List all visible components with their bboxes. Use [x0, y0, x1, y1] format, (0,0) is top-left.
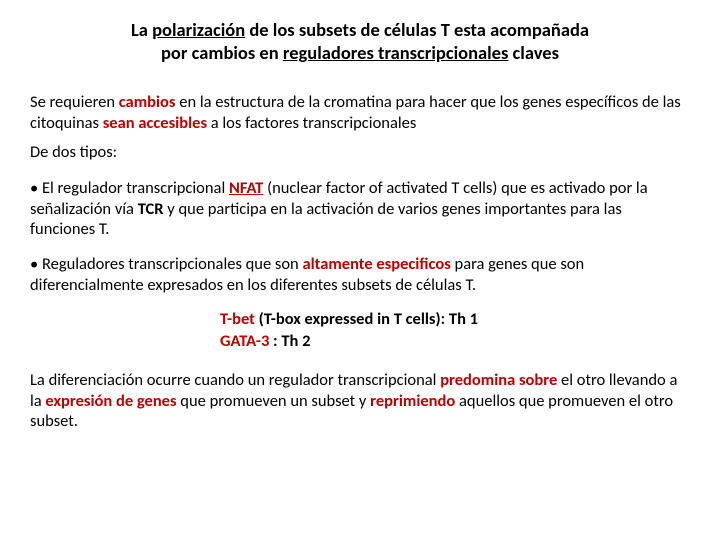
- keyword-accesibles: sean accesibles: [103, 113, 207, 133]
- text: De dos tipos:: [30, 142, 117, 162]
- title-text: de los subsets de células T esta acompañ…: [245, 18, 589, 41]
- text: a los factores transcripcionales: [207, 113, 416, 133]
- title-text: claves: [508, 41, 559, 64]
- bullet-marker: •: [30, 178, 42, 198]
- keyword-tcr: TCR: [138, 199, 164, 219]
- slide-title: La polarización de los subsets de célula…: [30, 18, 690, 64]
- keyword-nfat: NFAT: [229, 178, 263, 198]
- text: La diferenciación ocurre cuando un regul…: [30, 370, 440, 390]
- text: que promueven un subset y: [177, 391, 371, 411]
- paragraph-differentiation: La diferenciación ocurre cuando un regul…: [30, 370, 690, 432]
- bullet-marker: •: [30, 254, 42, 274]
- title-text: La: [131, 18, 152, 41]
- keyword-cambios: cambios: [119, 92, 176, 112]
- keyword-expresion: expresión de genes: [45, 391, 176, 411]
- keyword-altamente-especificos: altamente especificos: [302, 254, 450, 274]
- keyword-reprimiendo: reprimiendo: [370, 391, 455, 411]
- title-keyword-2: reguladores transcripcionales: [283, 41, 509, 64]
- title-keyword-1: polarización: [152, 18, 245, 41]
- keyword-predomina: predomina sobre: [440, 370, 557, 390]
- tf-gata3-desc: : Th 2: [269, 331, 310, 351]
- text: Se requieren: [30, 92, 119, 112]
- paragraph-two-types: De dos tipos:: [30, 142, 690, 163]
- text: El regulador transcripcional: [42, 178, 229, 198]
- tf-tbet-desc: (T-box expressed in T cells): Th 1: [255, 309, 478, 329]
- tf-gata3: GATA-3: [220, 331, 269, 351]
- text: Reguladores transcripcionales que son: [42, 254, 303, 274]
- slide-content: La polarización de los subsets de célula…: [0, 0, 720, 460]
- bullet-specific-regulators: • Reguladores transcripcionales que son …: [30, 254, 690, 295]
- transcription-factors-list: T-bet (T-box expressed in T cells): Th 1…: [220, 309, 690, 352]
- tf-tbet: T-bet: [220, 309, 255, 329]
- title-text: por cambios en: [161, 41, 283, 64]
- bullet-nfat: • El regulador transcripcional NFAT (nuc…: [30, 178, 690, 240]
- paragraph-chromatin: Se requieren cambios en la estructura de…: [30, 92, 690, 133]
